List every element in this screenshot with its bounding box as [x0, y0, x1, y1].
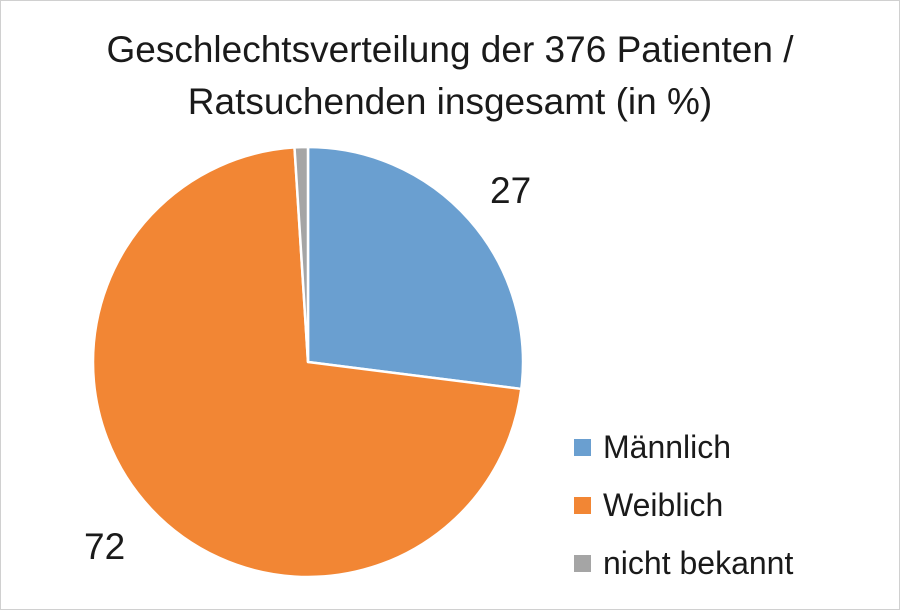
chart-title-line-1: Geschlechtsverteilung der 376 Patienten …: [106, 29, 794, 70]
data-label-maennlich: 27: [490, 170, 532, 211]
legend-swatch-maennlich: [574, 438, 591, 456]
legend-item-nicht-bekannt: nicht bekannt: [574, 534, 793, 592]
pie-slice-nicht-bekannt: [293, 145, 310, 364]
legend-label-weiblich: Weiblich: [603, 486, 724, 523]
legend-swatch-weiblich: [574, 496, 591, 514]
legend-item-maennlich: Männlich: [574, 418, 793, 476]
data-label-weiblich: 72: [84, 526, 126, 567]
legend: Männlich Weiblich nicht bekannt: [574, 418, 793, 592]
legend-label-nicht-bekannt: nicht bekannt: [603, 544, 794, 581]
legend-label-maennlich: Männlich: [603, 428, 732, 465]
legend-swatch-nicht-bekannt: [574, 554, 591, 572]
legend-item-weiblich: Weiblich: [574, 476, 793, 534]
pie-slice-maennlich: [306, 145, 525, 391]
chart-title-line-2: Ratsuchenden insgesamt (in %): [187, 81, 713, 122]
chart-title: Geschlechtsverteilung der 376 Patienten …: [0, 24, 900, 128]
